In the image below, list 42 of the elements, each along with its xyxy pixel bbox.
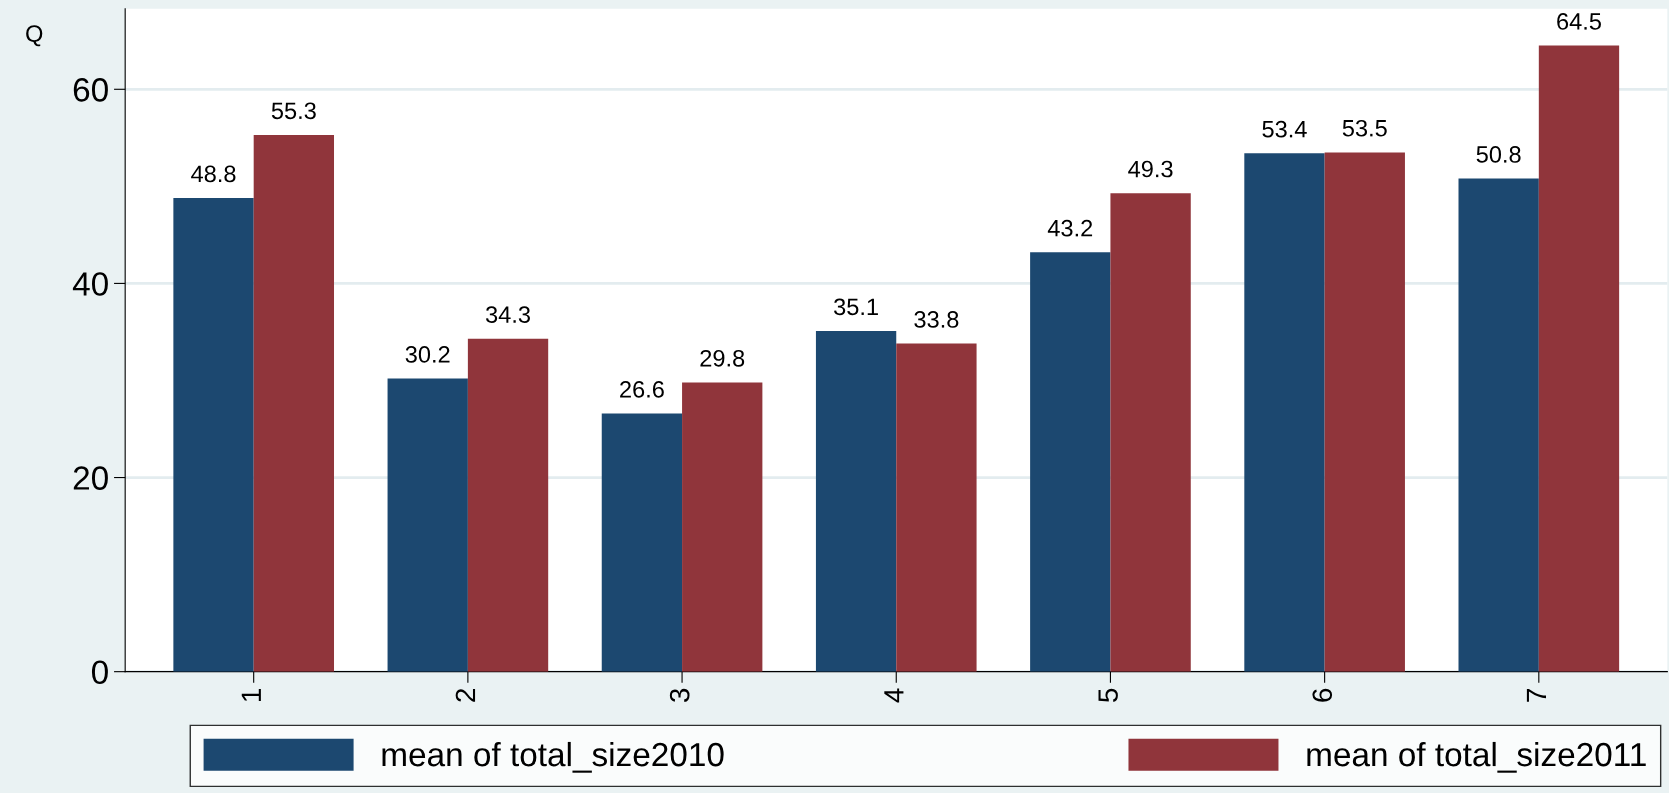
data-label: 49.3 <box>1128 160 1173 178</box>
data-label: 26.6 <box>620 380 664 398</box>
x-tick-label: 2 <box>455 689 476 702</box>
data-label: 43.2 <box>1047 219 1093 237</box>
data-label: 55.3 <box>271 102 316 120</box>
y-tick-label: 20 <box>73 466 108 490</box>
data-label: 64.5 <box>1557 13 1601 30</box>
y-tick-label: 60 <box>73 78 108 102</box>
bar <box>682 382 763 672</box>
x-tick-label: 5 <box>1098 688 1118 702</box>
data-label: 29.8 <box>700 349 745 367</box>
data-label: 50.8 <box>1476 146 1521 163</box>
bar <box>467 338 549 672</box>
bar <box>1110 193 1191 672</box>
x-tick-label: 3 <box>669 688 690 703</box>
y-tick-label: 0 <box>91 660 108 685</box>
x-tick-label: 6 <box>1312 688 1333 702</box>
legend-label: mean of total_size2011 <box>1307 741 1646 773</box>
legend-label: mean of total_size2010 <box>382 741 724 773</box>
bar <box>815 330 897 672</box>
y-tick-label: 40 <box>72 272 108 296</box>
x-tick-label: 1 <box>241 689 261 701</box>
y-axis-title: Q <box>26 25 43 47</box>
bar <box>173 198 254 672</box>
bar <box>1458 178 1539 672</box>
bar <box>1538 45 1620 672</box>
data-label: 53.5 <box>1342 119 1387 137</box>
data-label: 53.4 <box>1262 120 1307 138</box>
bar <box>387 378 468 672</box>
data-label: 33.8 <box>914 311 959 328</box>
data-label: 34.3 <box>485 306 530 323</box>
bar <box>1030 252 1111 672</box>
x-tick-label: 4 <box>884 688 904 703</box>
data-label: 48.8 <box>191 165 236 183</box>
bar <box>896 343 977 672</box>
x-tick-label: 7 <box>1526 689 1546 702</box>
bar <box>601 413 683 672</box>
data-label: 30.2 <box>405 346 450 363</box>
bar <box>253 134 335 672</box>
bar <box>1324 152 1405 672</box>
bar <box>1244 153 1325 672</box>
data-label: 35.1 <box>834 298 878 316</box>
